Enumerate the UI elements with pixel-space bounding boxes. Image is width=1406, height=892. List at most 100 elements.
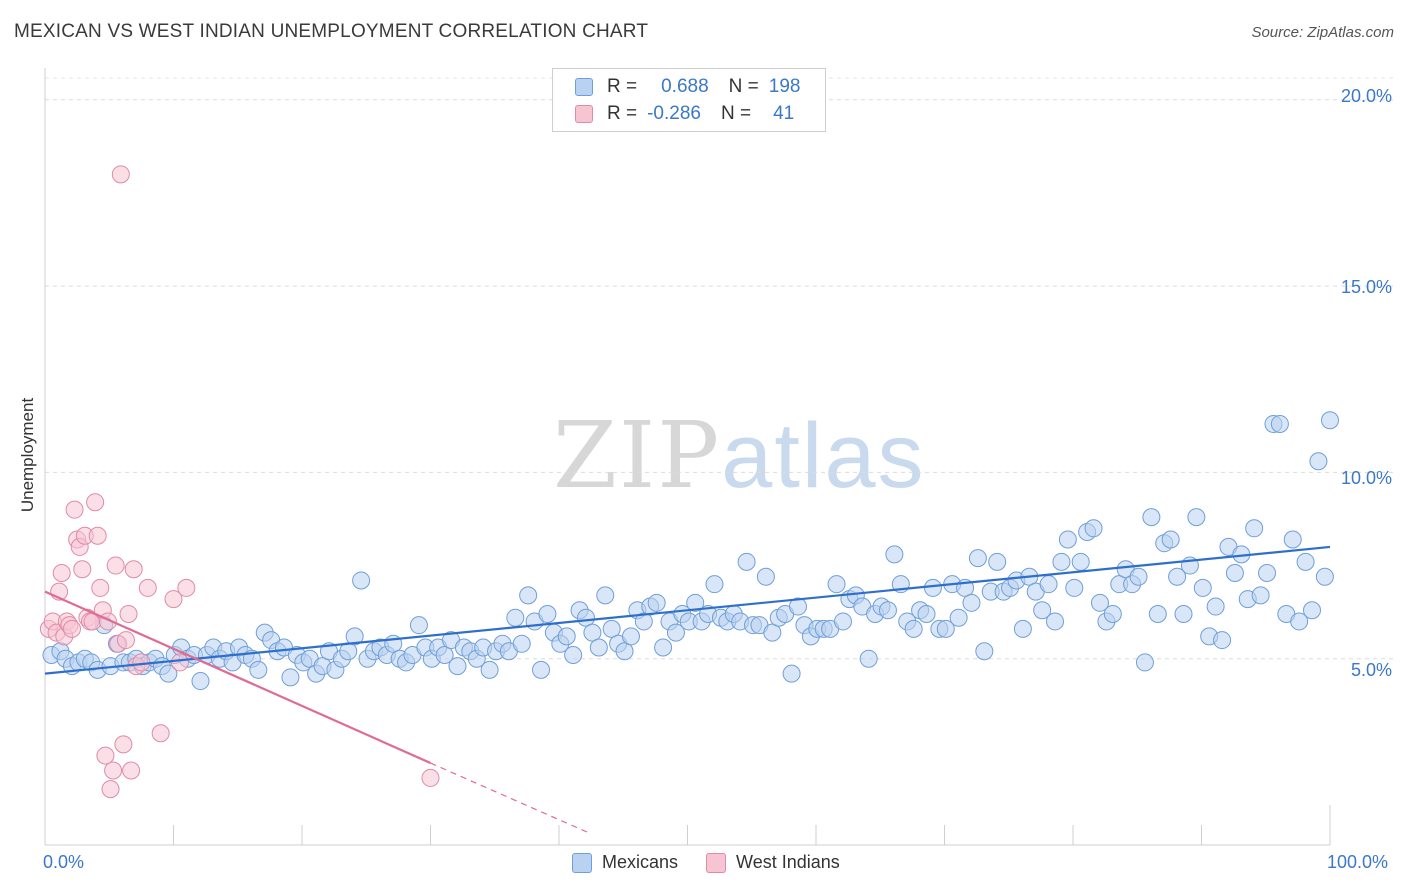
r-value: 0.688: [661, 76, 709, 97]
mexicans-point: [191, 672, 210, 691]
west-indians-point: [86, 493, 105, 512]
mexicans-point: [1071, 552, 1090, 571]
watermark: ZIPatlas: [553, 402, 926, 509]
west-indians-point: [91, 578, 110, 597]
mexicans-point: [1251, 586, 1270, 605]
west-indians-point: [111, 165, 130, 184]
west-indians-point: [124, 560, 143, 579]
legend-label-west-indians: West Indians: [736, 852, 840, 872]
correlation-legend: R = 0.688 N = 198 R = -0.286 N = 41: [552, 68, 826, 132]
west-indians-point: [106, 556, 125, 575]
mexicans-point: [1129, 567, 1148, 586]
legend-item-mexicans[interactable]: Mexicans: [572, 852, 678, 873]
mexicans-point: [1013, 619, 1032, 638]
mexicans-point: [409, 616, 428, 635]
mexicans-point: [564, 645, 583, 664]
y-tick-10: 10.0%: [1340, 468, 1392, 488]
mexicans-point: [1245, 519, 1264, 538]
mexicans-point: [756, 567, 775, 586]
mexicans-point: [1084, 519, 1103, 538]
mexicans-point: [763, 623, 782, 642]
mexicans-point: [1148, 604, 1167, 623]
west-indians-point: [73, 560, 92, 579]
west-indians-point: [170, 653, 189, 672]
mexicans-point: [281, 668, 300, 687]
mexicans-point: [352, 571, 371, 590]
mexicans-point: [1187, 508, 1206, 527]
mexicans-point: [885, 545, 904, 564]
mexicans-point: [782, 664, 801, 683]
west-indians-point: [62, 619, 81, 638]
west-indians-point: [104, 761, 123, 780]
mexicans-point: [975, 642, 994, 661]
mexicans-point: [936, 619, 955, 638]
x-tick-min: 0.0%: [43, 852, 85, 872]
y-tick-20: 20.0%: [1340, 86, 1392, 106]
mexicans-point: [159, 664, 178, 683]
mexicans-point: [962, 593, 981, 612]
mexicans-point: [576, 608, 595, 627]
series-legend: Mexicans West Indians: [572, 852, 868, 873]
mexicans-point: [1225, 564, 1244, 583]
mexicans-point: [705, 575, 724, 594]
west-indians-points: [39, 165, 440, 799]
legend-row-mexicans: R = 0.688 N = 198: [575, 75, 800, 99]
y-tick-5: 5.0%: [1350, 660, 1392, 680]
mexicans-point: [1296, 552, 1315, 571]
mexicans-point: [917, 604, 936, 623]
mexicans-point: [1283, 530, 1302, 549]
mexicans-point: [1039, 575, 1058, 594]
mexicans-point: [988, 552, 1007, 571]
n-label: N =: [720, 103, 752, 124]
mexicans-point: [859, 649, 878, 668]
trend-lines: [44, 545, 1331, 835]
mexicans-point: [789, 597, 808, 616]
mexicans-point: [1168, 567, 1187, 586]
watermark-zip: ZIP: [553, 402, 722, 509]
west-indians-point: [151, 724, 170, 743]
mexicans-point: [1315, 567, 1334, 586]
mexicans-swatch: [572, 852, 592, 873]
axes: [44, 68, 1331, 846]
mexicans-point: [878, 601, 897, 620]
n-value: 41: [773, 103, 795, 124]
mexicans-point: [1193, 578, 1212, 597]
mexicans-point: [1033, 601, 1052, 620]
west-indians-point: [119, 604, 138, 623]
mexicans-point: [532, 660, 551, 679]
mexicans-points: [42, 411, 1339, 691]
mexicans-point: [968, 549, 987, 568]
west-indians-point: [52, 564, 71, 583]
west-indians-point: [101, 780, 120, 799]
chart-title: MEXICAN VS WEST INDIAN UNEMPLOYMENT CORR…: [14, 21, 649, 42]
mexicans-point: [1309, 452, 1328, 471]
west-indians-point: [177, 578, 196, 597]
west-indians-swatch: [706, 852, 727, 873]
mexicans-point: [1103, 604, 1122, 623]
mexicans-point: [583, 623, 602, 642]
legend-item-west-indians[interactable]: West Indians: [706, 852, 840, 873]
mexicans-point: [1046, 612, 1065, 631]
west-indians-point: [122, 761, 141, 780]
mexicans-point: [1052, 552, 1071, 571]
mexicans-point: [1090, 593, 1109, 612]
y-tick-15: 15.0%: [1340, 277, 1392, 297]
r-label: R =: [607, 103, 638, 124]
mexicans-point: [596, 586, 615, 605]
mexicans-swatch: [575, 78, 593, 96]
mexicans-trend-line: [44, 545, 1331, 675]
west-indians-swatch: [575, 105, 593, 123]
legend-label-mexicans: Mexicans: [602, 852, 679, 872]
mexicans-point: [506, 608, 525, 627]
west-indians-point: [96, 746, 115, 765]
mexicans-point: [1142, 508, 1161, 527]
mexicans-point: [1206, 597, 1225, 616]
mexicans-point: [666, 623, 685, 642]
mexicans-point: [602, 619, 621, 638]
mexicans-point: [1258, 564, 1277, 583]
mexicans-point: [480, 660, 499, 679]
mexicans-point: [737, 552, 756, 571]
mexicans-point: [833, 612, 852, 631]
mexicans-point: [249, 660, 268, 679]
mexicans-point: [621, 627, 640, 646]
